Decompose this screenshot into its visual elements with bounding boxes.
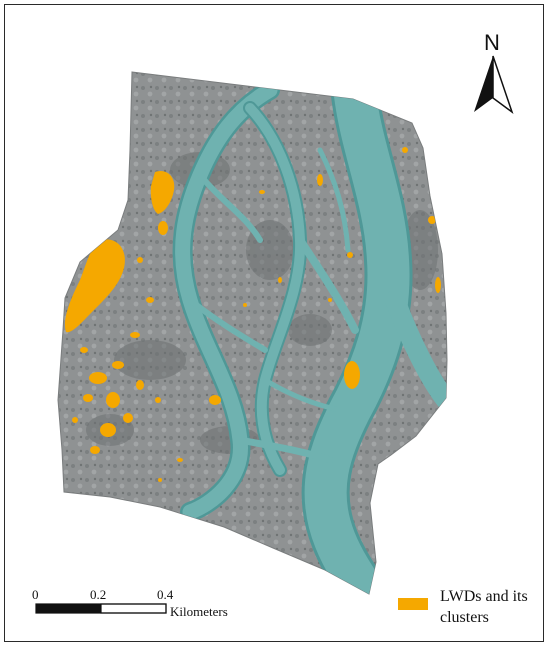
legend-label: LWDs and its clusters [440, 588, 528, 626]
north-arrow-icon [474, 55, 514, 115]
scale-bar [35, 603, 167, 614]
river-channels [172, 72, 447, 594]
scale-tick-1: 0.2 [90, 587, 107, 602]
north-label: N [484, 30, 500, 55]
legend-swatch [398, 598, 428, 610]
scale-units: Kilometers [170, 604, 228, 619]
scale-tick-2: 0.4 [157, 587, 174, 602]
scale-tick-0: 0 [32, 587, 39, 602]
lwd-clusters [64, 147, 441, 482]
